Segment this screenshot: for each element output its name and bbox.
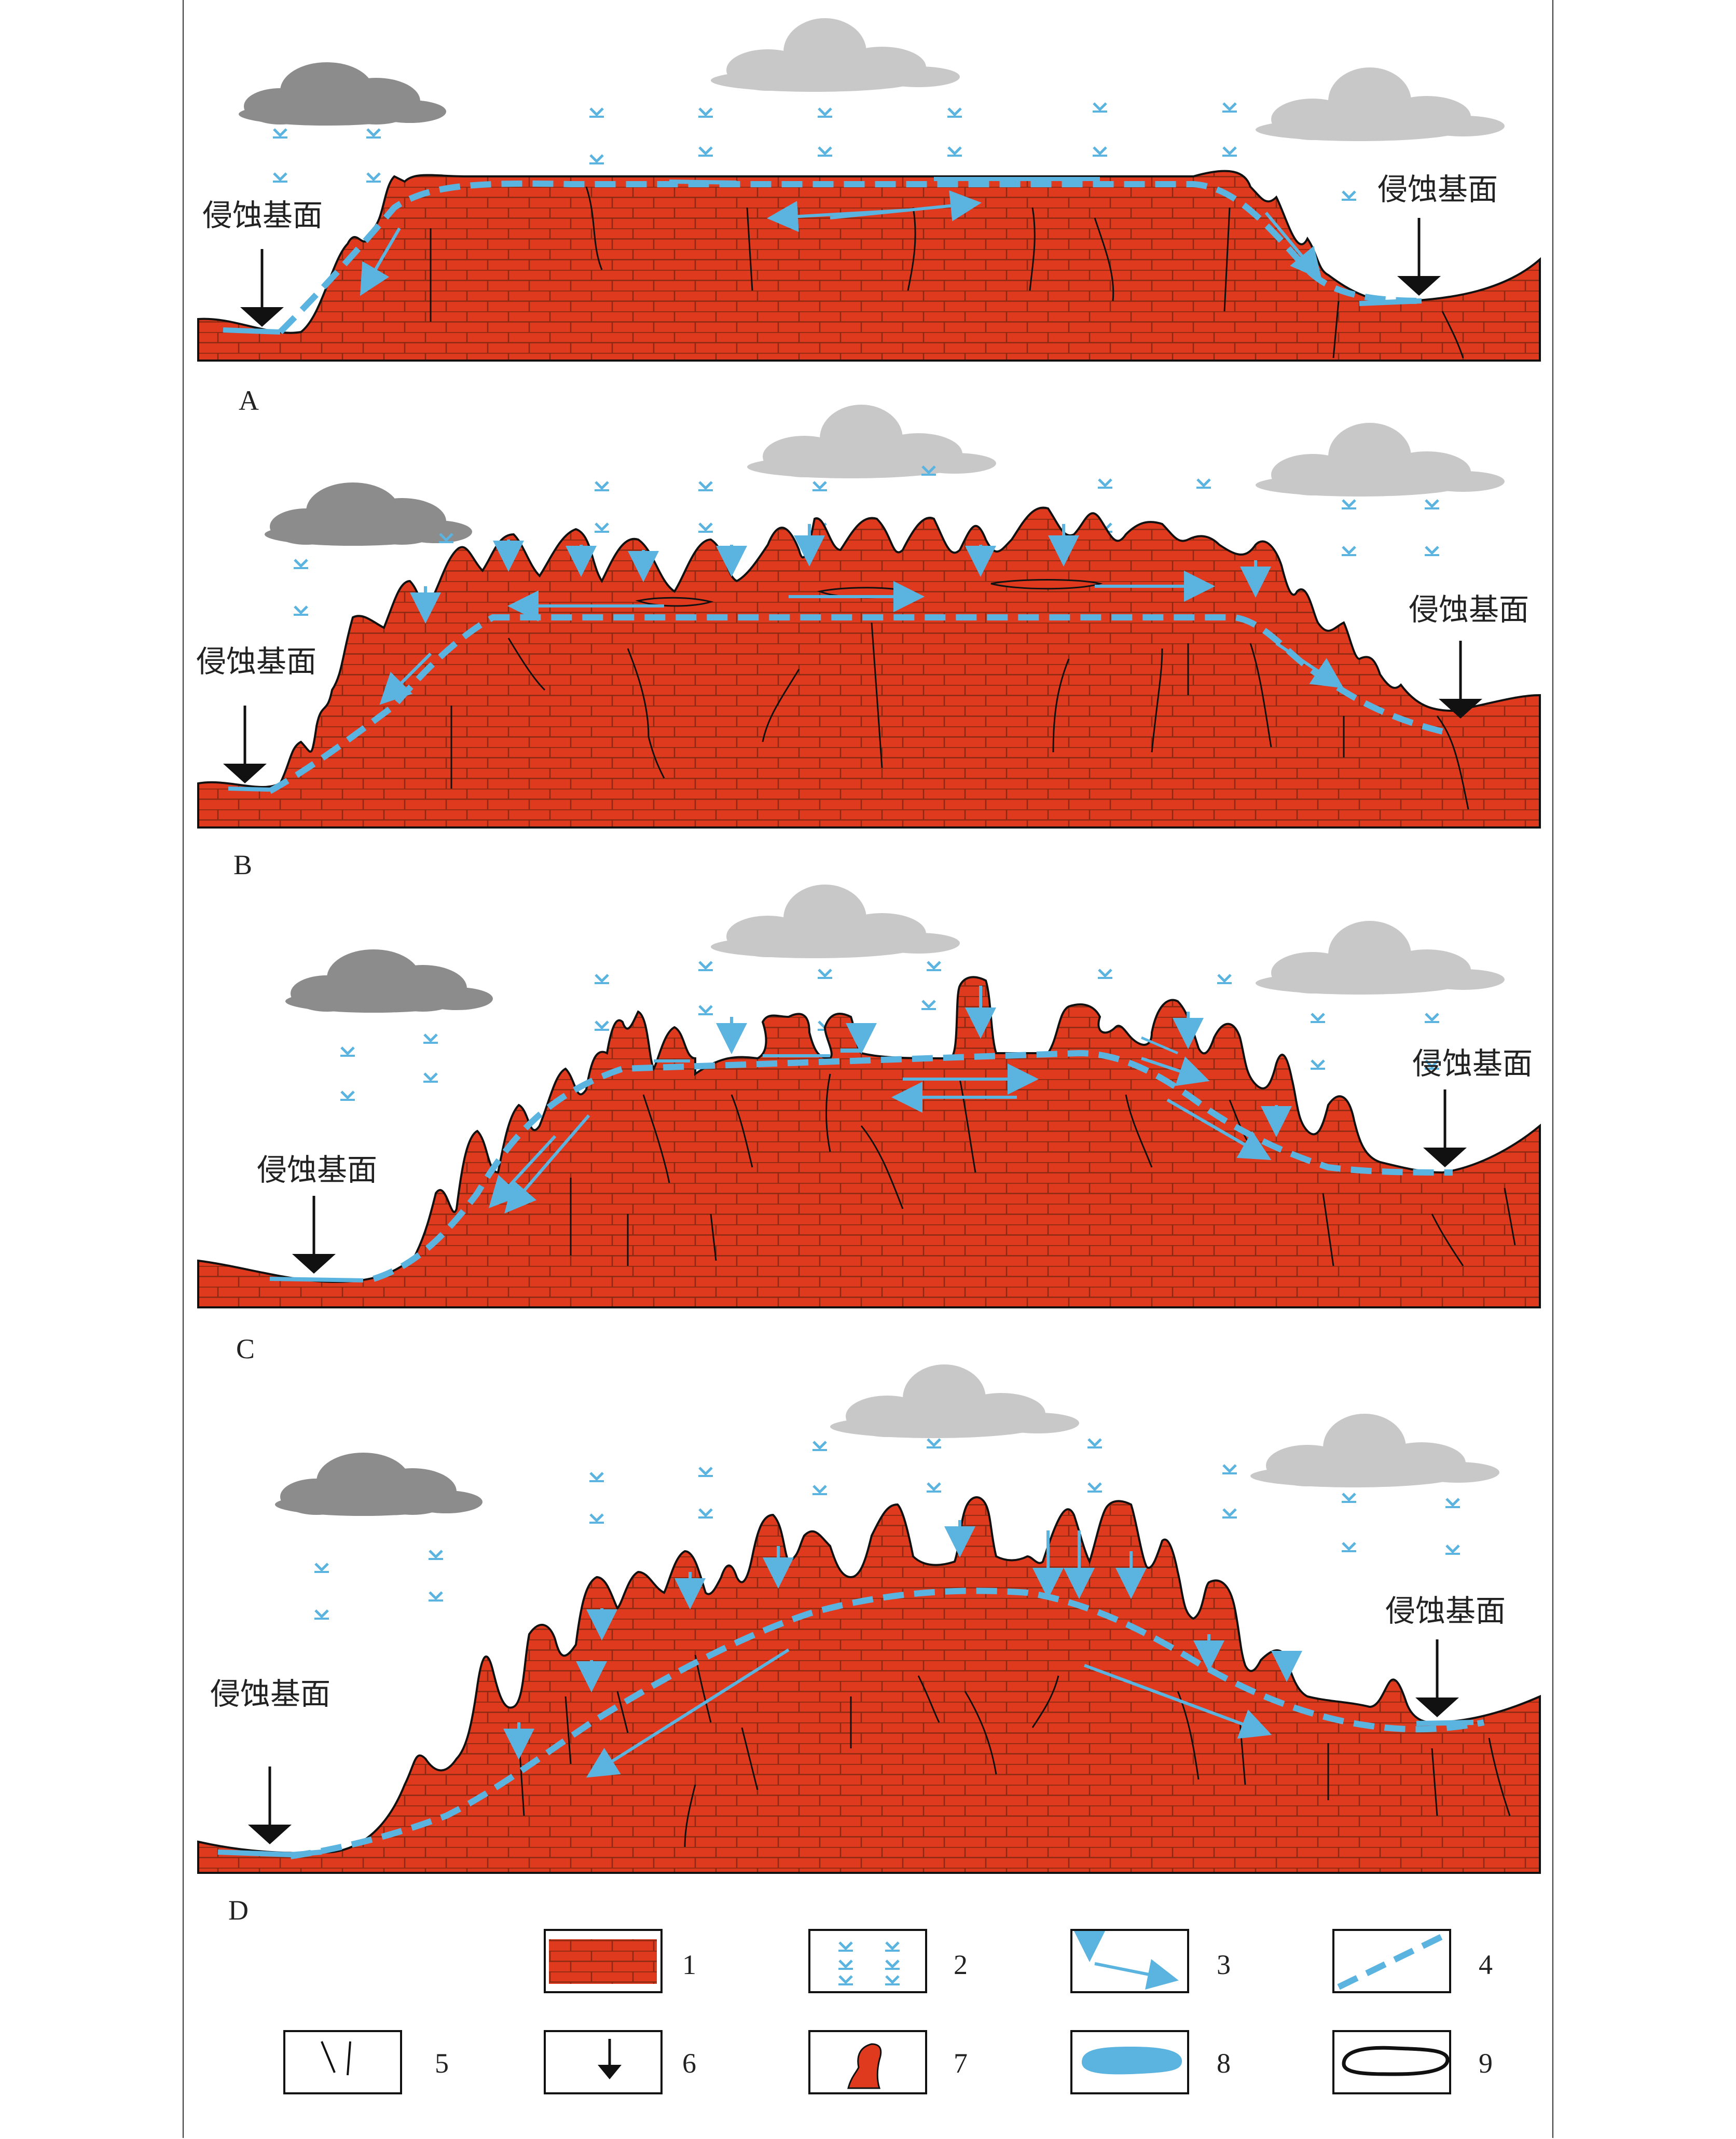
water-body	[654, 1054, 830, 1062]
limestone-massif-c	[197, 976, 1541, 1308]
rain-cloud-icon	[239, 62, 446, 126]
figure-frame	[183, 0, 1553, 2138]
legend-item-7: 7	[808, 2030, 968, 2094]
water-body	[1416, 1720, 1474, 1726]
legend: 1 2 3 4 5	[283, 1929, 1493, 2094]
legend-number: 1	[682, 1949, 696, 1980]
erosion-base-label: 侵蚀基面	[1385, 1593, 1506, 1629]
limestone-massif-a	[197, 170, 1541, 362]
erosion-base-arrow-icon	[1415, 1639, 1459, 1717]
legend-number: 8	[1217, 2048, 1231, 2079]
erosion-base-label: 侵蚀基面	[202, 198, 323, 233]
panel-label: B	[233, 849, 252, 880]
legend-number: 7	[954, 2048, 968, 2079]
legend-item-5: 5	[283, 2030, 449, 2094]
water-table-a	[278, 180, 1422, 335]
water-body	[223, 327, 281, 335]
legend-number: 9	[1479, 2048, 1493, 2079]
erosion-base-arrow-icon	[240, 249, 284, 327]
water-body	[1141, 1036, 1178, 1055]
legend-item-1: 1	[544, 1929, 696, 1993]
limestone-massif-d	[197, 1496, 1541, 1874]
cloud-icon	[1256, 921, 1505, 995]
legend-item-8: 8	[1070, 2030, 1231, 2094]
panel-d: 侵蚀基面 侵蚀基面 D	[197, 1364, 1541, 1926]
water-body-icon	[1082, 2047, 1182, 2075]
erosion-base-arrow-icon	[248, 1767, 292, 1844]
panel-b: 侵蚀基面 侵蚀基面 B	[196, 405, 1541, 880]
cloud-icon	[1256, 423, 1505, 496]
panel-c: 侵蚀基面 侵蚀基面 C	[197, 885, 1541, 1364]
legend-number: 4	[1479, 1949, 1493, 1980]
legend-item-6: 6	[544, 2030, 696, 2094]
erosion-base-label: 侵蚀基面	[196, 644, 316, 679]
flow-arrows	[360, 190, 1322, 296]
panel-label: D	[228, 1895, 249, 1926]
fractures	[430, 186, 1464, 358]
rain-drops-icon	[838, 1942, 900, 1984]
panel-a: 侵蚀基面 侵蚀基面 A	[197, 18, 1541, 416]
erosion-base-arrow-icon	[292, 1196, 336, 1274]
erosion-base-label: 侵蚀基面	[1377, 172, 1498, 207]
fractures	[570, 1073, 1516, 1266]
panel-label: C	[236, 1333, 255, 1364]
flow-arrow-icon	[1074, 1931, 1179, 1990]
cloud-icon	[711, 18, 960, 92]
water-table-d	[290, 1588, 1485, 1859]
cave-outline-icon	[1342, 2046, 1450, 2076]
legend-number: 5	[435, 2048, 449, 2079]
erosion-base-label: 侵蚀基面	[1409, 592, 1529, 627]
erosion-base-label: 侵蚀基面	[1412, 1046, 1533, 1081]
water-body	[269, 1277, 364, 1282]
water-table-b	[268, 614, 1443, 794]
flow-arrows	[379, 524, 1344, 705]
legend-item-2: 2	[808, 1929, 968, 1993]
karst-peak-icon	[847, 2043, 882, 2089]
erosion-base-label: 侵蚀基面	[257, 1152, 377, 1188]
rain-cloud-icon	[285, 949, 493, 1013]
panel-label: A	[239, 385, 259, 416]
erosion-base-arrow-icon	[223, 706, 267, 783]
flow-arrows	[488, 986, 1292, 1214]
limestone-massif-b	[197, 506, 1541, 829]
cloud-icon	[747, 405, 996, 478]
erosion-base-arrow-icon	[1397, 218, 1441, 296]
cloud-icon	[1256, 67, 1505, 141]
water-body	[228, 786, 270, 792]
legend-number: 6	[682, 2048, 696, 2079]
legend-item-4: 4	[1332, 1929, 1493, 1993]
cloud-icon	[1250, 1414, 1499, 1487]
cloud-icon	[711, 885, 960, 958]
legend-number: 3	[1217, 1949, 1231, 1980]
erosion-base-label: 侵蚀基面	[210, 1676, 330, 1712]
flow-arrows	[503, 1520, 1302, 1778]
legend-item-9: 9	[1332, 2030, 1493, 2094]
erosion-base-arrow-icon	[1423, 1089, 1467, 1167]
water-table-c	[373, 1050, 1453, 1282]
arrow-down-icon	[598, 2039, 622, 2079]
legend-number: 2	[954, 1949, 968, 1980]
legend-item-3: 3	[1070, 1929, 1231, 1993]
fractures	[450, 622, 1469, 810]
rain-cloud-icon	[275, 1453, 483, 1516]
cloud-icon	[830, 1364, 1079, 1438]
dashed-line-icon	[1337, 1932, 1446, 1990]
fracture-icon	[321, 2041, 351, 2076]
